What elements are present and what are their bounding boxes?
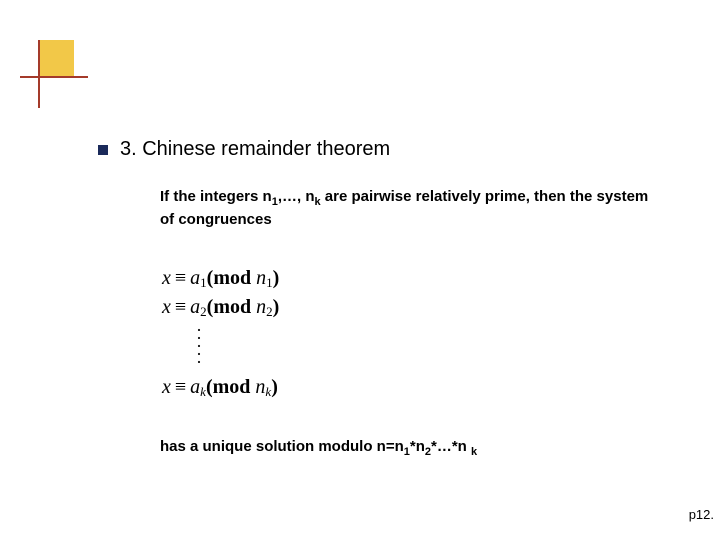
- eqk-n: n: [255, 373, 265, 402]
- eq1-close: ): [273, 264, 280, 293]
- eq1-congruent: ≡: [171, 264, 190, 293]
- vertical-dots-icon: ·····: [196, 326, 660, 366]
- eq1-a: a: [190, 264, 200, 293]
- equation-block: x≡a1(mod n1) x≡a2(mod n2) ····· x≡ak(mod…: [162, 264, 660, 401]
- closing-m1: *n: [410, 438, 425, 455]
- eq2-n: n: [256, 293, 266, 322]
- eq2-a-index: 2: [200, 303, 207, 322]
- eqk-a-index: k: [200, 383, 206, 402]
- body-block: If the integers n1,…, nk are pairwise re…: [160, 187, 660, 458]
- closing-text: has a unique solution modulo n=n1*n2*…*n…: [160, 438, 660, 458]
- decor-vertical-line: [38, 40, 40, 108]
- closing-pre: has a unique solution modulo n=n: [160, 438, 404, 455]
- eq2-n-index: 2: [266, 303, 273, 322]
- equation-row-2: x≡a2(mod n2): [162, 293, 660, 322]
- decor-yellow-box: [38, 40, 74, 76]
- eq2-x: x: [162, 293, 171, 322]
- eqk-x: x: [162, 373, 171, 402]
- page-number: p12.: [689, 507, 714, 522]
- closing-m2: *…*n: [431, 438, 471, 455]
- heading-row: 3. Chinese remainder theorem: [98, 138, 678, 161]
- closing-s3: k: [471, 446, 477, 458]
- eq2-close: ): [273, 293, 280, 322]
- eq2-congruent: ≡: [171, 293, 190, 322]
- eqk-close: ): [271, 373, 278, 402]
- corner-decoration: [20, 40, 90, 110]
- eqk-congruent: ≡: [171, 373, 190, 402]
- heading-text: 3. Chinese remainder theorem: [120, 138, 390, 161]
- eqk-a: a: [190, 373, 200, 402]
- eq1-n-index: 1: [266, 274, 273, 293]
- intro-text: If the integers n1,…, nk are pairwise re…: [160, 187, 660, 230]
- eqk-n-index: k: [265, 383, 271, 402]
- bullet-square-icon: [98, 145, 108, 155]
- eq1-x: x: [162, 264, 171, 293]
- equation-row-k: x≡ak(mod nk): [162, 373, 660, 402]
- eq1-mod-open: (mod: [207, 264, 251, 293]
- eq1-n: n: [256, 264, 266, 293]
- eq2-mod-open: (mod: [207, 293, 251, 322]
- intro-pre: If the integers n: [160, 188, 272, 205]
- slide: 3. Chinese remainder theorem If the inte…: [0, 0, 720, 540]
- equation-row-1: x≡a1(mod n1): [162, 264, 660, 293]
- eq2-a: a: [190, 293, 200, 322]
- eqk-mod-open: (mod: [206, 373, 250, 402]
- content-area: 3. Chinese remainder theorem If the inte…: [98, 138, 678, 458]
- decor-horizontal-line: [20, 76, 88, 78]
- intro-mid1: ,…, n: [278, 188, 315, 205]
- eq1-a-index: 1: [200, 274, 207, 293]
